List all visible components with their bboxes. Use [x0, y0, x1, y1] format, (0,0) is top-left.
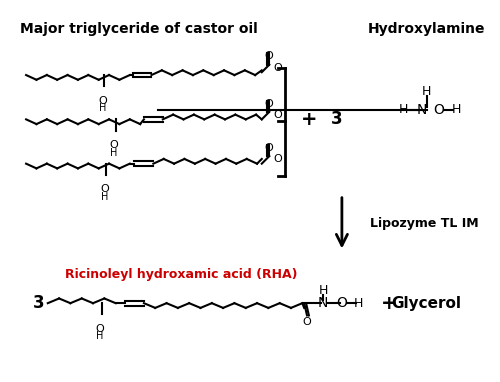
Text: H: H: [354, 297, 364, 310]
Text: O: O: [336, 296, 347, 310]
Text: O: O: [264, 52, 272, 62]
Text: O: O: [434, 103, 444, 117]
Text: H: H: [318, 285, 328, 298]
Text: O: O: [110, 140, 118, 150]
Text: 3: 3: [332, 110, 343, 128]
Text: H: H: [99, 103, 106, 113]
Text: O: O: [302, 317, 312, 327]
Text: O: O: [264, 143, 272, 153]
Text: H: H: [96, 332, 104, 342]
Text: Glycerol: Glycerol: [392, 296, 462, 311]
Text: H: H: [398, 104, 408, 117]
Text: O: O: [95, 324, 104, 334]
Text: O: O: [273, 154, 282, 164]
Text: H: H: [422, 84, 432, 97]
Text: Hydroxylamine: Hydroxylamine: [368, 22, 486, 36]
Text: N: N: [417, 103, 427, 117]
Text: Ricinoleyl hydroxamic acid (RHA): Ricinoleyl hydroxamic acid (RHA): [66, 268, 298, 281]
Text: N: N: [318, 296, 328, 310]
Text: O: O: [98, 96, 107, 106]
Text: H: H: [110, 147, 118, 158]
Text: +: +: [381, 294, 398, 313]
Text: H: H: [452, 104, 462, 117]
Text: O: O: [100, 185, 108, 194]
Text: O: O: [264, 99, 272, 108]
Text: H: H: [100, 192, 108, 202]
Text: +: +: [300, 110, 317, 129]
Text: O: O: [273, 110, 282, 120]
Text: Lipozyme TL IM: Lipozyme TL IM: [370, 217, 479, 230]
Text: 3: 3: [32, 294, 44, 312]
Text: Major triglyceride of castor oil: Major triglyceride of castor oil: [20, 22, 258, 36]
Text: O: O: [273, 63, 282, 73]
